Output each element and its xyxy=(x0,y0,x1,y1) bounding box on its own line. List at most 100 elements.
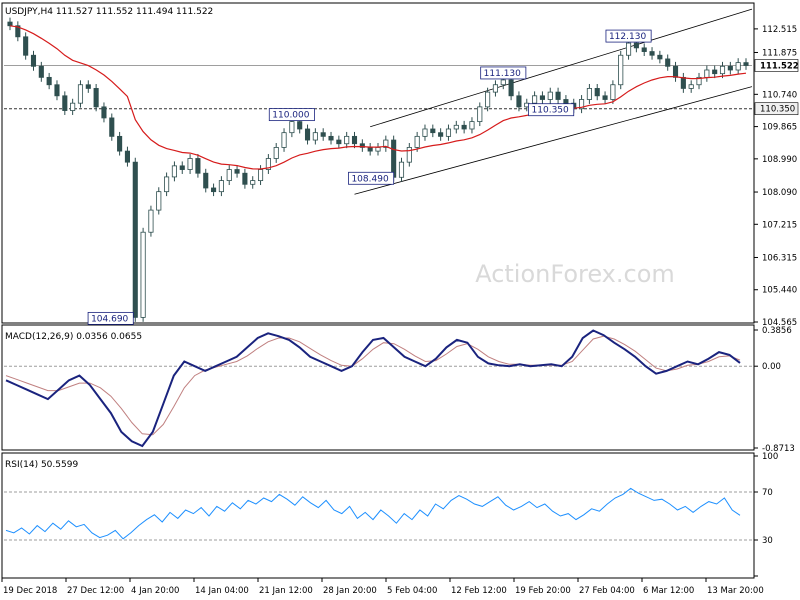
price-tick-label: 104.565 xyxy=(762,318,797,328)
x-tick-label: 28 Jan 20:00 xyxy=(323,586,377,596)
candle-body xyxy=(532,95,538,104)
price-axis: 112.515 111.875 110.740 109.865 108.990 108.0… xyxy=(754,25,797,328)
candle-body xyxy=(156,191,162,211)
annotation-box xyxy=(528,103,575,117)
rsi-panel-title: RSI(14) 50.5599 xyxy=(5,460,78,470)
candle-body xyxy=(672,65,679,78)
candle-body xyxy=(250,180,256,185)
candle-body xyxy=(594,88,600,97)
candle-body xyxy=(430,128,436,134)
macd-tick-label: -0.8713 xyxy=(762,444,795,454)
x-tick-label: 27 Feb 04:00 xyxy=(579,586,635,596)
candle-body xyxy=(211,187,217,193)
candle-body xyxy=(391,139,397,178)
price-tick-label: 108.090 xyxy=(762,188,797,198)
candle-body xyxy=(336,139,342,145)
candle-body xyxy=(586,88,592,100)
macd-main-line xyxy=(5,329,741,448)
candle-body xyxy=(406,147,412,163)
rsi-tick-label: 30 xyxy=(762,536,773,546)
candle-body xyxy=(712,69,718,75)
candle-body xyxy=(610,84,616,100)
candle-body xyxy=(257,169,264,182)
candle-body xyxy=(665,58,671,67)
candle-body xyxy=(54,84,60,97)
candle-body xyxy=(171,165,177,178)
macd-signal-line xyxy=(5,335,741,436)
price-tick-label: 110.740 xyxy=(762,90,797,100)
candle-body xyxy=(422,128,428,137)
annotation-label: 110.350 xyxy=(532,106,569,116)
candle-body xyxy=(602,95,608,100)
watermark: ActionForex.com xyxy=(475,260,675,288)
rsi-panel-frame xyxy=(1,452,755,579)
x-tick-label: 19 Feb 20:00 xyxy=(515,586,571,596)
candle-body xyxy=(633,42,639,49)
x-tick-label: 21 Jan 12:00 xyxy=(259,586,313,596)
x-tick-label: 4 Jan 20:00 xyxy=(131,586,179,596)
candle-body xyxy=(438,132,444,137)
current-price-label: 111.522 xyxy=(760,61,799,71)
candle-body xyxy=(657,54,663,60)
candle-body xyxy=(398,161,405,178)
candle-body xyxy=(62,95,68,111)
macd-panel-frame xyxy=(1,324,755,451)
candle-body xyxy=(85,84,91,89)
candle-body xyxy=(195,158,201,174)
x-tick-label: 19 Dec 2018 xyxy=(3,586,57,596)
x-tick-label: 13 Mar 20:00 xyxy=(707,586,764,596)
candle-body xyxy=(226,169,232,182)
x-tick-label: 27 Dec 12:00 xyxy=(67,586,124,596)
candle-body xyxy=(539,95,545,100)
candle-body xyxy=(414,135,420,148)
moving-average xyxy=(9,25,747,170)
candle-body xyxy=(218,180,224,193)
price-tick-label: 108.990 xyxy=(762,155,797,165)
candle-body xyxy=(77,84,84,104)
x-axis: 19 Dec 2018 27 Dec 12:00 4 Jan 20:00 14 Jan… xyxy=(1,578,764,596)
candle-body xyxy=(500,79,506,86)
candle-body xyxy=(383,139,389,148)
macd-panel-title: MACD(12,26,9) 0.0356 0.0655 xyxy=(5,332,142,342)
candle-body xyxy=(38,65,44,78)
candle-body xyxy=(743,62,749,66)
candle-body xyxy=(281,132,287,148)
candle-body xyxy=(23,36,29,56)
price-annotations: 104.690 110.000 108.490 111.130 110.350 112.1… xyxy=(87,29,652,325)
candle-body xyxy=(445,128,452,137)
rsi-lines xyxy=(5,487,741,540)
candle-body xyxy=(344,135,350,145)
annotation-box xyxy=(605,29,652,43)
rsi-line xyxy=(5,487,741,540)
candle-body xyxy=(70,102,76,111)
price-tick-label: 105.440 xyxy=(762,286,797,296)
candle-body xyxy=(696,76,702,86)
candle-body xyxy=(265,158,271,170)
macd-tick-label: 0.3856 xyxy=(762,326,792,336)
candle-body xyxy=(179,165,185,170)
candle-body xyxy=(453,124,459,130)
candle-body xyxy=(649,51,655,56)
annotation-label: 112.130 xyxy=(609,32,646,42)
candle-body xyxy=(320,132,326,137)
candle-body xyxy=(469,121,475,130)
candle-body xyxy=(351,135,358,145)
x-tick-label: 12 Feb 12:00 xyxy=(451,586,507,596)
candle-body xyxy=(579,99,585,110)
price-panel-frame xyxy=(1,2,755,324)
candle-body xyxy=(289,121,295,134)
macd-tick-label: 0.00 xyxy=(762,362,781,372)
candle-body xyxy=(680,76,686,89)
rsi-tick-label: 100 xyxy=(762,452,778,462)
price-tick-label: 109.865 xyxy=(762,123,797,133)
annotation-label: 108.490 xyxy=(351,174,388,184)
candle-body xyxy=(140,231,146,318)
candle-body xyxy=(563,99,569,104)
candle-body xyxy=(477,106,483,123)
price-tick-label: 112.515 xyxy=(762,25,797,35)
candle-body xyxy=(46,76,52,86)
candle-body xyxy=(304,128,311,141)
level-price-label: 110.350 xyxy=(760,105,795,115)
candle-body xyxy=(242,172,248,185)
